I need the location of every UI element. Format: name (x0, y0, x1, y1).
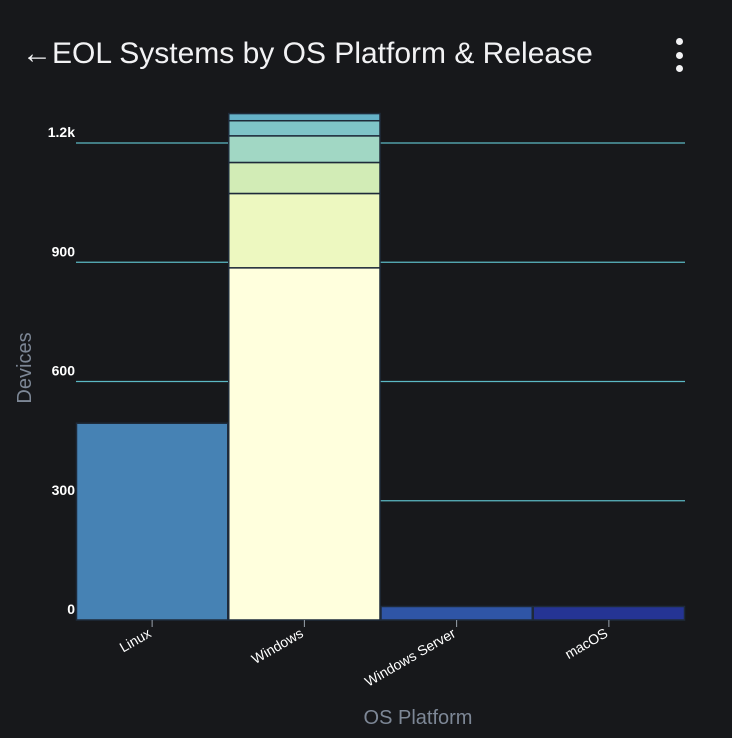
y-tick-label: 0 (67, 601, 75, 617)
page-title: EOL Systems by OS Platform & Release (52, 37, 593, 70)
menu-dot (675, 51, 683, 59)
y-tick-label: 300 (52, 482, 76, 498)
arrow-left-icon[interactable]: ← (22, 37, 52, 70)
y-axis-title: Devices (14, 332, 36, 403)
y-tick-label: 900 (52, 243, 76, 259)
x-tick-label: macOS (562, 625, 610, 662)
x-axis-ticks: Linux Windows Windows Server macOS (117, 620, 610, 690)
menu-dot (675, 38, 683, 45)
bar-segment[interactable] (228, 112, 381, 122)
y-axis-ticks: 0 300 600 900 1.2k (48, 124, 75, 617)
x-tick-label: Linux (117, 625, 154, 656)
app-header: ← EOL Systems by OS Platform & Release (0, 0, 732, 110)
bar-segment[interactable] (532, 605, 686, 621)
bar-segment[interactable] (228, 192, 381, 269)
x-axis-title: OS Platform (364, 707, 473, 729)
bars (75, 112, 686, 621)
x-tick-label: Windows Server (362, 625, 459, 690)
bar-segment[interactable] (228, 161, 381, 195)
bar-segment[interactable] (228, 135, 381, 164)
y-tick-label: 600 (52, 363, 76, 379)
more-vertical-icon[interactable] (664, 38, 694, 72)
bar-segment[interactable] (380, 605, 533, 621)
y-tick-label: 1.2k (48, 124, 75, 140)
bar-segment[interactable] (228, 267, 381, 621)
bar-segment[interactable] (75, 422, 229, 621)
menu-dot (675, 65, 683, 72)
bar-segment[interactable] (228, 119, 381, 137)
x-tick-label: Windows (249, 625, 306, 667)
